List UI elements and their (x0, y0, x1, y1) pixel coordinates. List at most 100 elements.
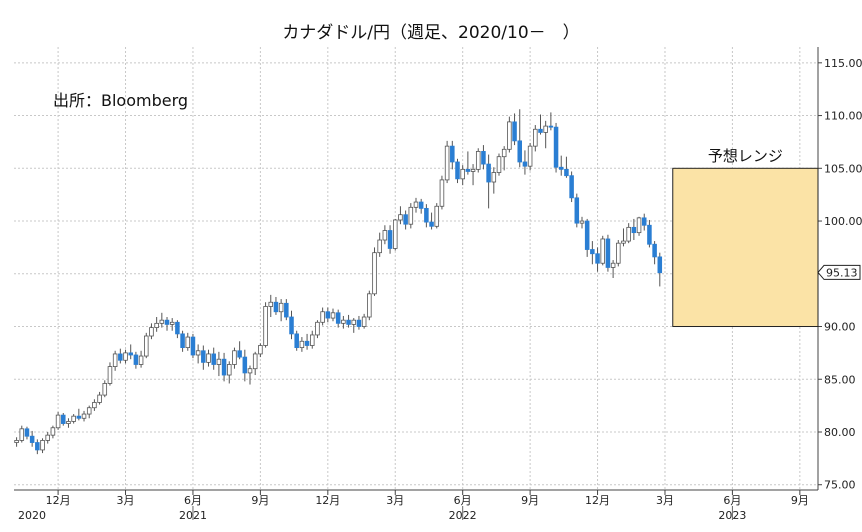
x-tick-label: 6月 (454, 494, 472, 507)
annotations: 95.13 出所：Bloomberg 予想レンジ (53, 91, 861, 280)
candle-down (595, 253, 600, 264)
candle-down (481, 151, 486, 165)
x-tick-label: 9月 (791, 494, 809, 507)
year-label: 2021 (179, 509, 207, 522)
candle-up (92, 402, 97, 409)
y-tick-label: 90.00 (824, 321, 856, 334)
candle-up (398, 214, 403, 221)
candle-down (522, 161, 528, 167)
last-price-marker (817, 264, 861, 280)
candle-up (636, 217, 642, 234)
candle-up (470, 168, 476, 172)
candle-down (221, 358, 227, 376)
candle-up (123, 352, 128, 361)
candle-up (154, 322, 159, 328)
candle-down (211, 353, 216, 365)
candle-up (149, 327, 154, 337)
candle-up (341, 319, 346, 324)
candle-down (564, 168, 569, 177)
x-tick-label: 9月 (251, 494, 269, 507)
candle-down (237, 350, 242, 358)
candle-up (315, 321, 320, 336)
candle-down (553, 126, 559, 168)
y-tick-label: 80.00 (824, 426, 856, 439)
candle-down (641, 217, 647, 226)
y-tick-label: 110.00 (824, 110, 862, 123)
candle-down (605, 238, 611, 268)
candle-up (40, 440, 45, 451)
x-tick-label: 6月 (723, 494, 741, 507)
year-label: 2020 (18, 509, 46, 522)
candle-down (335, 312, 341, 324)
candle-down (29, 435, 35, 443)
candle-down (465, 168, 471, 172)
candle-up (408, 206, 414, 225)
candle-up (299, 340, 305, 349)
candle-up (268, 301, 274, 307)
candle-up (86, 407, 92, 415)
x-tick-label: 6月 (184, 494, 202, 507)
y-tick-label: 105.00 (824, 162, 862, 175)
candle-up (382, 230, 388, 241)
candle-up (232, 350, 237, 365)
candle-up (252, 353, 258, 370)
forecast-range-rect (672, 167, 819, 328)
candle-up (610, 262, 616, 268)
candle-down (455, 161, 460, 180)
candle-up (263, 306, 268, 346)
candle-up (97, 394, 102, 403)
source-label: 出所：Bloomberg (53, 91, 188, 110)
candle-up (501, 148, 507, 158)
candle-down (118, 353, 123, 361)
candle-down (164, 319, 170, 325)
candle-up (460, 168, 465, 180)
candle-down (273, 301, 279, 313)
candle-up (55, 414, 61, 429)
candle-down (128, 352, 133, 356)
candle-down (548, 125, 554, 128)
candle-down (61, 414, 66, 424)
candle-up (491, 172, 497, 183)
candle-up (50, 427, 56, 436)
candle-down (284, 302, 289, 318)
candle-up (413, 201, 419, 208)
candle-up (351, 319, 357, 325)
candle-up (195, 350, 201, 356)
candle-up (579, 220, 585, 224)
candle-up (185, 336, 191, 349)
candle-up (330, 312, 336, 319)
candle-up (377, 239, 382, 254)
last-price-label: 95.13 (826, 266, 858, 279)
candle-up (439, 179, 445, 207)
candle-up (159, 319, 165, 324)
x-tick-label: 9月 (521, 494, 539, 507)
candle-down (242, 356, 248, 374)
candle-up (71, 415, 76, 422)
x-tick-label: 12月 (585, 494, 610, 507)
candle-up (616, 242, 621, 264)
candle-up (278, 302, 284, 313)
candle-down (35, 442, 40, 451)
candle-down (133, 354, 139, 365)
candle-down (304, 340, 310, 346)
candle-down (450, 145, 455, 163)
candle-down (418, 201, 424, 209)
candle-down (76, 415, 82, 419)
year-label: 2023 (718, 509, 746, 522)
candle-up (216, 358, 222, 365)
candle-up (527, 145, 533, 167)
candle-down (486, 163, 491, 183)
candle-up (102, 383, 108, 396)
candle-down (325, 311, 331, 319)
candle-up (367, 293, 372, 318)
x-tick-label: 3月 (386, 494, 404, 507)
x-tick-label: 12月 (315, 494, 340, 507)
candle-down (584, 220, 590, 250)
candle-up (507, 121, 512, 150)
candle-down (289, 316, 294, 335)
candle-down (558, 166, 564, 170)
candle-down (387, 230, 393, 249)
candle-up (81, 413, 87, 419)
candle-down (346, 319, 351, 325)
